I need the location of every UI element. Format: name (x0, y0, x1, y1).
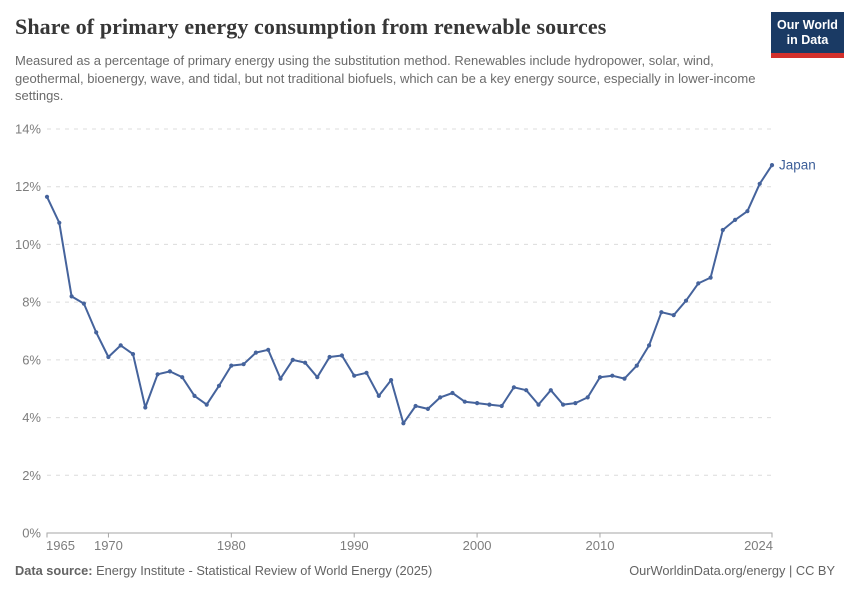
data-point-marker (180, 375, 185, 380)
data-point-marker (438, 395, 443, 400)
data-point-marker (413, 403, 418, 409)
x-tick-label: 2000 (463, 538, 492, 553)
data-point-marker (118, 343, 123, 348)
data-point-marker (524, 388, 529, 393)
data-point-marker (352, 373, 357, 378)
data-point-marker (401, 421, 406, 426)
data-point-marker (106, 354, 111, 360)
data-point-marker (511, 385, 516, 390)
data-point-marker (769, 163, 775, 168)
data-point-marker (44, 194, 50, 199)
data-point-marker (745, 209, 750, 214)
series-end-label: Japan (779, 158, 816, 173)
data-point-marker (192, 393, 197, 398)
data-point-marker (597, 375, 603, 380)
attribution-text: OurWorldinData.org/energy | CC BY (629, 563, 835, 578)
footer: Data source: Energy Institute - Statisti… (15, 563, 835, 578)
data-point-marker (339, 353, 344, 358)
x-tick-label: 1970 (94, 538, 123, 553)
x-tick-label: 1965 (46, 538, 75, 553)
page-subtitle: Measured as a percentage of primary ener… (15, 53, 756, 103)
data-point-marker (757, 181, 762, 186)
data-point-marker (303, 360, 308, 365)
data-point-marker (204, 402, 209, 407)
data-point-marker (81, 301, 86, 306)
data-point-marker (573, 401, 578, 406)
data-point-marker (548, 388, 553, 393)
x-tick-label: 1980 (217, 538, 246, 553)
data-point-marker (290, 357, 295, 362)
data-point-marker (229, 363, 234, 368)
data-point-marker (389, 378, 394, 383)
data-point-marker (94, 330, 99, 335)
y-tick-label: 14% (15, 122, 41, 137)
data-point-marker (462, 399, 467, 404)
data-point-marker (671, 313, 676, 318)
data-point-marker (708, 275, 713, 280)
logo-text-line2: in Data (786, 32, 829, 47)
data-point-marker (585, 395, 590, 400)
data-point-marker (130, 352, 136, 357)
y-tick-label: 10% (15, 237, 41, 252)
y-tick-label: 2% (22, 468, 41, 483)
data-point-marker (57, 220, 62, 225)
data-point-marker (241, 362, 246, 367)
data-point-marker (647, 343, 652, 348)
data-point-marker (216, 383, 222, 388)
owid-logo: Our World in Data (771, 12, 844, 58)
data-point-marker (266, 347, 271, 352)
data-point-marker (376, 393, 381, 398)
data-point-marker (536, 402, 541, 407)
data-point-marker (327, 354, 332, 360)
data-point-marker (143, 405, 148, 410)
y-tick-label: 6% (22, 352, 41, 367)
data-point-marker (561, 402, 566, 407)
data-point-marker (155, 372, 160, 377)
data-point-marker (475, 401, 480, 406)
data-point-marker (364, 370, 369, 375)
data-point-marker (733, 217, 738, 222)
data-source-label: Data source: (15, 563, 93, 578)
y-tick-label: 12% (15, 179, 41, 194)
data-point-marker (450, 390, 455, 396)
data-point-marker (253, 350, 258, 355)
data-point-marker (487, 402, 492, 407)
data-point-marker (167, 369, 172, 374)
y-tick-label: 0% (22, 526, 41, 541)
data-point-marker (696, 281, 701, 286)
data-point-marker (634, 363, 639, 368)
data-point-marker (315, 375, 320, 380)
data-point-marker (720, 227, 725, 233)
data-point-marker (610, 373, 615, 378)
logo-text-line1: Our World (777, 17, 838, 32)
data-source-text: Energy Institute - Statistical Review of… (92, 563, 433, 578)
data-point-marker (683, 298, 689, 303)
data-source: Data source: Energy Institute - Statisti… (15, 563, 432, 578)
page-title: Share of primary energy consumption from… (15, 14, 607, 39)
data-point-marker (622, 376, 627, 381)
x-tick-label: 2024 (744, 538, 773, 553)
data-point-marker (425, 406, 430, 411)
x-tick-label: 1990 (340, 538, 369, 553)
series-line (46, 164, 773, 425)
data-point-marker (69, 294, 74, 299)
x-tick-label: 2010 (586, 538, 615, 553)
data-point-marker (659, 310, 664, 315)
y-tick-label: 4% (22, 410, 41, 425)
y-tick-label: 8% (22, 295, 41, 310)
data-point-marker (499, 403, 504, 409)
data-point-marker (278, 376, 283, 381)
